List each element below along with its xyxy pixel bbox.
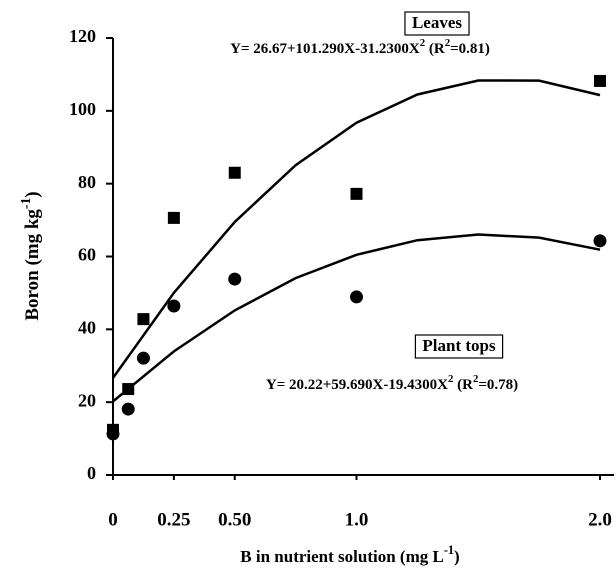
x-axis-label: B in nutrient solution (mg L-1)	[240, 543, 459, 566]
y-tick-label: 100	[69, 99, 96, 119]
y-tick-label: 120	[69, 26, 96, 46]
superscript: 2	[448, 373, 453, 385]
text-part: )	[22, 191, 43, 197]
y-axis-label: Boron (mg kg-1)	[18, 191, 44, 320]
text-part: (R	[425, 41, 445, 57]
square-marker	[350, 187, 363, 200]
square-marker	[594, 74, 606, 87]
circle-marker	[106, 427, 120, 441]
circle-marker	[350, 290, 363, 304]
equation: Y= 26.67+101.290X-31.2300X2 (R2=0.81)	[230, 37, 490, 57]
text-part: Boron (mg kg	[22, 209, 43, 321]
y-tick-label: 20	[78, 390, 96, 410]
text-part: B in nutrient solution (mg L	[240, 547, 444, 566]
text-part: Y= 20.22+59.690X-19.4300X	[266, 377, 448, 393]
label-box	[404, 11, 470, 36]
text-part: (R	[453, 377, 473, 393]
series-label: Leaves	[412, 13, 462, 32]
text-part: =0.78)	[478, 377, 518, 393]
superscript: 2	[473, 373, 478, 385]
y-tick-label: 80	[78, 172, 96, 192]
x-tick-label: 0.50	[218, 509, 251, 530]
x-tick-label: 2.0	[588, 509, 612, 530]
square-marker	[137, 313, 150, 326]
superscript: 2	[445, 37, 450, 49]
equation: Y= 20.22+59.690X-19.4300X2 (R2=0.78)	[266, 373, 518, 393]
circle-marker	[167, 299, 181, 313]
square-marker	[228, 166, 241, 179]
fit-curve	[112, 233, 601, 403]
x-tick-label: 0	[108, 509, 118, 530]
y-tick-label: 40	[78, 317, 96, 337]
superscript: -1	[18, 198, 33, 210]
x-tick-label: 0.25	[157, 509, 190, 530]
y-tick-label: 60	[78, 245, 96, 265]
fit-curve	[111, 79, 601, 379]
text-part: =0.81)	[450, 41, 490, 57]
label-box	[414, 334, 504, 359]
superscript: -1	[444, 543, 454, 557]
text-part: )	[454, 547, 460, 566]
circle-marker	[593, 234, 607, 248]
y-tick-label: 0	[87, 463, 96, 483]
x-tick-label: 1.0	[345, 509, 369, 530]
series-label: Plant tops	[422, 336, 496, 355]
text-part: Y= 26.67+101.290X-31.2300X	[230, 41, 420, 57]
circle-marker	[228, 272, 242, 286]
circle-marker	[121, 402, 135, 416]
superscript: 2	[420, 37, 425, 49]
circle-marker	[136, 351, 150, 365]
square-marker	[167, 211, 180, 224]
